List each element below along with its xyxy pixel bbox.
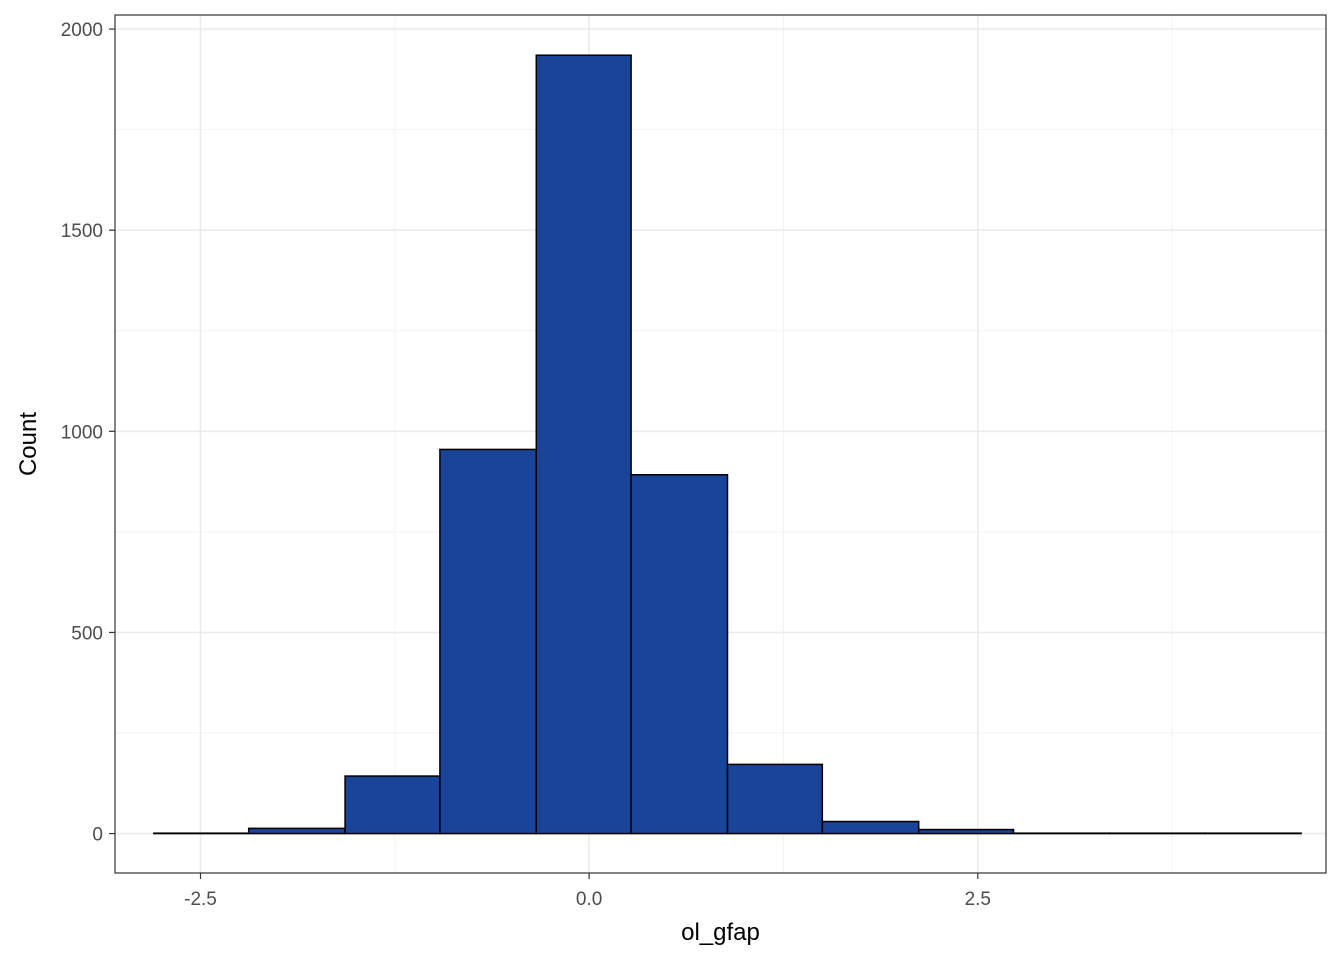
histogram-bar (247, 827, 346, 835)
x-tick-label: 0.0 (576, 889, 602, 910)
histogram-bar (535, 54, 632, 835)
y-tick-label: 1500 (61, 221, 103, 242)
histogram-bar (917, 828, 1015, 835)
y-tick-label: 1000 (61, 422, 103, 443)
histogram-bar (821, 820, 920, 835)
histogram-bar (630, 474, 729, 835)
histogram-bar (439, 448, 538, 835)
y-tick-label: 0 (92, 825, 103, 846)
y-tick-label: 500 (71, 623, 103, 644)
y-axis-ticks: 0 500 1000 1500 2000 (61, 20, 115, 846)
x-tick-label: 2.5 (965, 889, 991, 910)
y-tick-label: 2000 (61, 20, 103, 41)
x-axis-ticks: -2.5 0.0 2.5 (184, 873, 991, 910)
x-axis-title: ol_gfap (681, 919, 760, 946)
histogram-bars (153, 54, 1302, 835)
y-axis-title: Count (15, 412, 42, 476)
x-tick-label: -2.5 (184, 889, 217, 910)
histogram-bar (344, 775, 441, 835)
histogram-bar (726, 763, 824, 835)
plot-border (114, 14, 1327, 874)
